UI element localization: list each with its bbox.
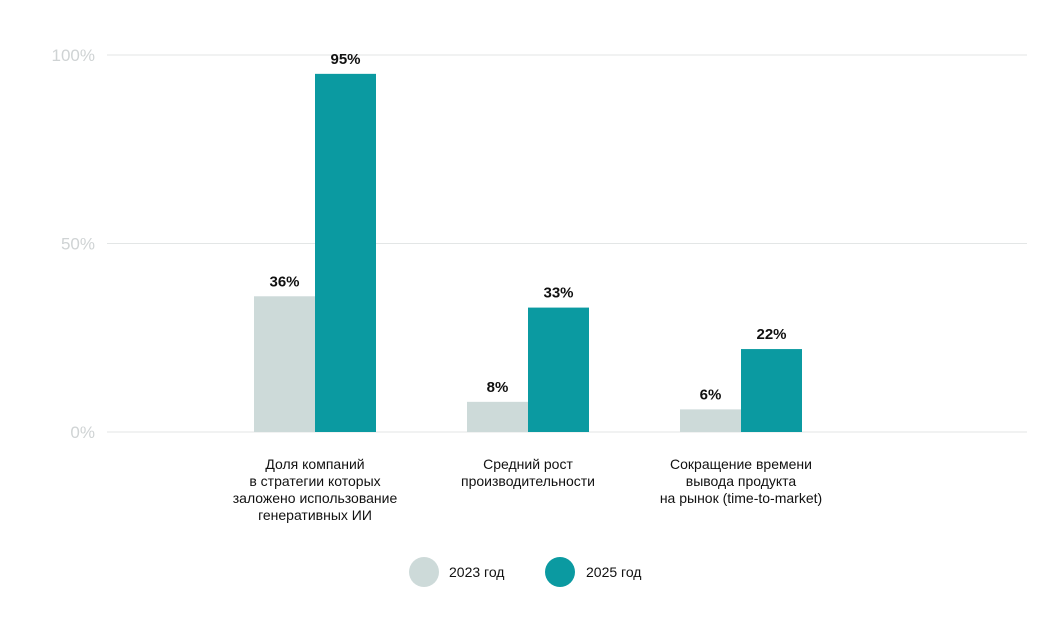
category-label: Сокращение времени вывода продукта на рыно… [660,456,822,506]
category-label-line: в стратегии которых [249,473,380,489]
category-label-line: вывода продукта [686,473,797,489]
category-label-line: Сокращение времени [670,456,812,472]
legend-swatch [545,557,575,587]
legend-item: 2023 год [409,557,504,587]
bar-2025-год [315,73,376,432]
value-labels: 36% 8% 6% 95% 33% 22% [269,51,786,404]
y-tick-label: 0% [70,423,95,442]
category-label-line: Средний рост [483,456,573,472]
value-label: 8% [487,379,509,396]
category-label-line: заложено использование [233,490,398,506]
value-label: 33% [543,285,573,302]
value-label: 95% [330,51,360,68]
legend-item: 2025 год [545,557,641,587]
value-label: 22% [756,326,786,343]
bar-2025-год [528,307,589,432]
category-label-line: генеративных ИИ [258,507,372,523]
value-label: 6% [700,386,722,403]
legend-swatch [409,557,439,587]
category-label-line: на рынок (time-to-market) [660,490,822,506]
legend-label: 2023 год [449,564,504,580]
y-tick-label: 100% [52,46,95,65]
y-tick-label: 50% [61,235,95,254]
bars [254,73,802,432]
category-label-line: производительности [461,473,595,489]
value-label: 36% [269,273,299,290]
category-labels: Доля компаний в стратегии которых заложено… [233,456,822,523]
bar-2025-год [741,349,802,432]
bar-2023-год [680,409,741,432]
legend-label: 2025 год [586,564,641,580]
bar-2023-год [467,401,528,432]
legend: 2023 год 2025 год [409,557,641,587]
category-label: Доля компаний в стратегии которых заложено… [233,456,398,523]
y-axis-ticks: 0% 50% 100% [52,46,95,442]
category-label: Средний рост производительности [461,456,595,489]
bar-2023-год [254,296,315,432]
category-label-line: Доля компаний [265,456,364,472]
